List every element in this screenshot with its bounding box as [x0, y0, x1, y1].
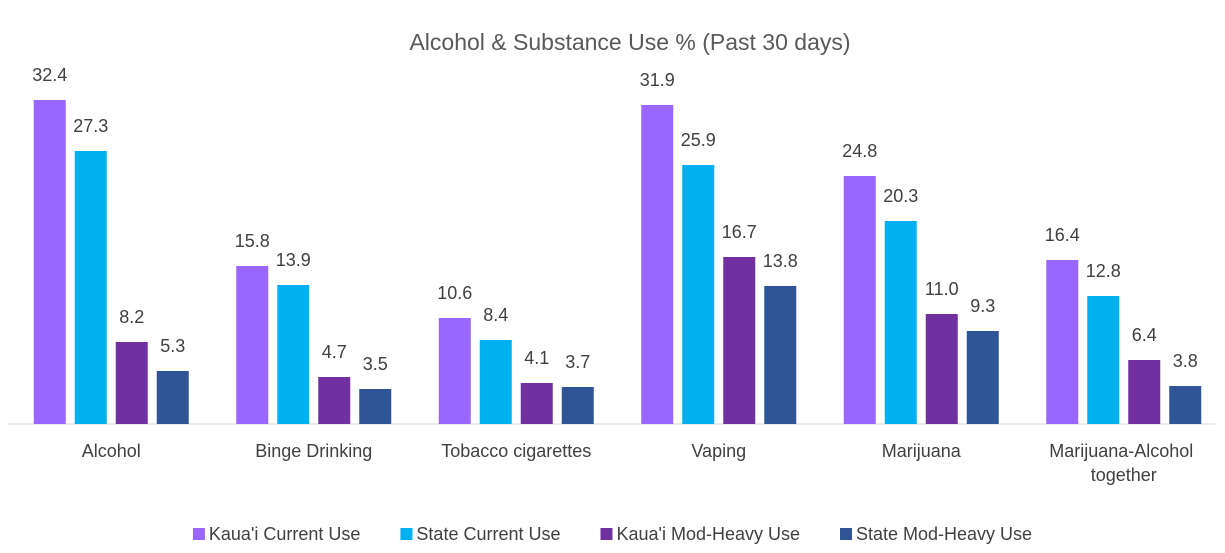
data-label: 32.4: [32, 65, 67, 85]
data-label: 4.7: [322, 342, 347, 362]
data-label: 11.0: [925, 279, 959, 299]
data-label: 13.9: [276, 250, 311, 270]
bar: [277, 285, 310, 424]
bar: [925, 314, 958, 424]
x-tick-label: Alcohol: [82, 441, 141, 461]
legend-label: Kaua'i Mod-Heavy Use: [616, 524, 800, 544]
legend-swatch: [400, 528, 413, 540]
bar: [1046, 260, 1079, 424]
bar: [318, 377, 351, 424]
data-label: 20.3: [883, 186, 918, 206]
bar: [236, 266, 269, 424]
data-label: 10.6: [437, 283, 472, 303]
bar: [438, 318, 471, 424]
data-label: 9.3: [970, 296, 995, 316]
bar: [1169, 386, 1202, 424]
legend-swatch: [840, 528, 853, 540]
bar: [479, 340, 512, 424]
data-label: 12.8: [1086, 261, 1121, 281]
bar: [682, 165, 715, 424]
data-label: 16.7: [722, 222, 757, 242]
bar: [764, 286, 797, 424]
data-label: 5.3: [160, 336, 185, 356]
data-label: 31.9: [640, 70, 675, 90]
bar: [156, 371, 189, 424]
legend-label: Kaua'i Current Use: [209, 524, 361, 544]
data-label: 27.3: [73, 116, 108, 136]
legend-swatch: [192, 528, 205, 540]
data-label: 3.8: [1173, 351, 1198, 371]
data-label: 3.5: [363, 354, 388, 374]
data-label: 6.4: [1132, 325, 1157, 345]
bar: [561, 387, 594, 424]
bar: [843, 176, 876, 424]
data-label: 8.2: [119, 307, 144, 327]
legend-label: State Current Use: [416, 524, 560, 544]
bar: [115, 342, 148, 424]
data-label: 24.8: [842, 141, 877, 161]
bar: [1128, 360, 1161, 424]
bar: [359, 389, 392, 424]
bar: [1087, 296, 1120, 424]
x-tick-label: Marijuana-Alcohol together: [1049, 441, 1198, 485]
data-label: 8.4: [483, 305, 508, 325]
data-label: 16.4: [1045, 225, 1080, 245]
bar: [520, 383, 553, 424]
data-label: 25.9: [681, 130, 716, 150]
bar: [723, 257, 756, 424]
bar: [966, 331, 999, 424]
chart-title: Alcohol & Substance Use % (Past 30 days): [409, 29, 850, 55]
legend-swatch: [600, 528, 613, 540]
data-label: 4.1: [524, 348, 549, 368]
bar: [641, 105, 674, 424]
x-tick-label: Vaping: [691, 441, 746, 461]
x-tick-label: Binge Drinking: [255, 441, 372, 461]
data-label: 15.8: [235, 231, 270, 251]
bar: [33, 100, 66, 424]
bar: [884, 221, 917, 424]
bar: [74, 151, 107, 424]
legend-label: State Mod-Heavy Use: [856, 524, 1032, 544]
data-label: 3.7: [565, 352, 590, 372]
data-label: 13.8: [763, 251, 798, 271]
x-tick-label: Marijuana: [882, 441, 962, 461]
x-tick-label: Tobacco cigarettes: [441, 441, 591, 461]
